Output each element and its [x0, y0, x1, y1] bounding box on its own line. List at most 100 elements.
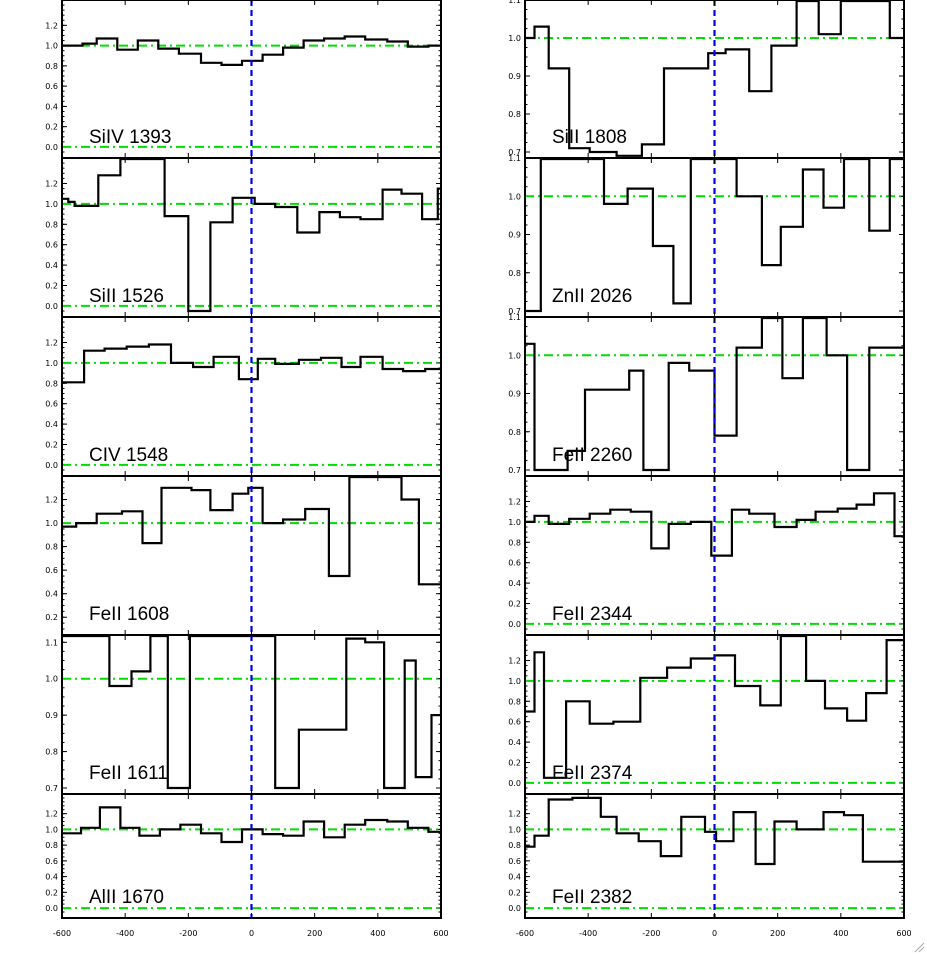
y-tick-label: 1.0 [45, 359, 58, 368]
y-tick-label: 0.7 [508, 466, 521, 475]
spectrum-line [62, 343, 441, 384]
y-tick-label: 0.4 [45, 102, 58, 111]
y-tick-label: 0.2 [508, 759, 521, 768]
x-tick-label: -600 [53, 929, 71, 938]
y-tick-label: 0.8 [45, 62, 58, 71]
x-tick-label: 200 [770, 929, 785, 938]
y-tick-label: 0.8 [508, 538, 521, 547]
y-tick-label: 0.9 [508, 390, 521, 399]
y-tick-label: 0.2 [45, 282, 58, 291]
y-tick-label: 0.4 [45, 590, 58, 599]
panel-siii-1808: 0.7 0.8 0.9 1.0 1.1 SiII 1808 [508, 0, 905, 159]
y-tick-label: 0.2 [45, 123, 58, 132]
y-tick-label: 0.6 [508, 559, 521, 568]
panel-siii-1526: 0.0 0.2 0.4 0.6 0.8 1.0 1.2 SiII 1526 [45, 157, 442, 318]
y-tick-label: 1.0 [45, 42, 58, 51]
ion-label: CIV 1548 [89, 445, 168, 466]
y-tick-label: 1.2 [45, 180, 58, 189]
y-tick-label: 0.8 [45, 220, 58, 229]
resize-grip-icon[interactable] [913, 941, 925, 953]
x-tick-label: -200 [179, 929, 197, 938]
y-tick-label: 0.0 [45, 143, 58, 152]
y-tick-label: 1.1 [508, 154, 521, 163]
y-tick-label: 0.7 [508, 148, 521, 157]
y-tick-label: 0.6 [45, 400, 58, 409]
y-tick-label: 0.4 [45, 873, 58, 882]
x-tick-label: 600 [896, 929, 911, 938]
y-tick-label: 1.0 [508, 351, 521, 360]
y-tick-label: 1.1 [45, 638, 58, 647]
panel-feii-2260: 0.7 0.8 0.9 1.0 1.1 FeII 2260 [508, 313, 905, 477]
x-tick-label: 400 [833, 929, 848, 938]
panel-feii-1611: 0.7 0.8 0.9 1.0 1.1 FeII 1611 [45, 634, 442, 795]
panel-feii-2382: 0.0 0.2 0.4 0.6 0.8 1.0 1.2 FeII 2382 [508, 793, 905, 919]
x-tick-label: -200 [642, 929, 660, 938]
x-tick-label: 0 [249, 929, 254, 938]
ion-label: FeII 2344 [552, 604, 633, 625]
x-tick-label: -400 [116, 929, 134, 938]
ion-label: FeII 1608 [89, 604, 169, 625]
y-tick-label: 0.2 [45, 888, 58, 897]
ion-label: ZnII 2026 [552, 286, 632, 307]
panel-feii-1608: 0.2 0.4 0.6 0.8 1.0 1.2 FeII 1608 [45, 475, 442, 636]
spectrum-line [62, 635, 441, 790]
y-tick-label: 0.7 [508, 307, 521, 316]
ion-label: FeII 2382 [552, 887, 632, 908]
y-tick-label: 1.2 [508, 498, 521, 507]
panel-feii-2374: 0.0 0.2 0.4 0.6 0.8 1.0 1.2 FeII 2374 [508, 634, 905, 795]
y-tick-label: 0.6 [45, 82, 58, 91]
spectrum-line [62, 158, 441, 313]
y-tick-label: 0.8 [45, 543, 58, 552]
y-tick-label: 1.2 [45, 496, 58, 505]
y-tick-label: 0.0 [45, 461, 58, 470]
panel-znii-2026: 0.7 0.8 0.9 1.0 1.1 ZnII 2026 [508, 154, 905, 318]
y-tick-label: 1.2 [45, 339, 58, 348]
y-tick-label: 1.0 [508, 192, 521, 201]
y-tick-label: 0.4 [508, 738, 521, 747]
x-tick-label: 400 [370, 929, 385, 938]
y-tick-label: 0.8 [508, 110, 521, 119]
y-tick-label: 0.4 [508, 873, 521, 882]
y-tick-label: 1.2 [508, 657, 521, 666]
panel-civ-1548: 0.0 0.2 0.4 0.6 0.8 1.0 1.2 CIV 1548 [45, 316, 442, 477]
column-2: 0.7 0.8 0.9 1.0 1.1 SiII 1808 0.7 0.8 0.9 1.0 1.1 Z… [508, 0, 912, 938]
x-tick-label: 600 [433, 929, 448, 938]
y-tick-label: 0.8 [508, 269, 521, 278]
ion-label: SiII 1808 [552, 127, 627, 148]
x-tick-label: -400 [579, 929, 597, 938]
y-tick-label: 0.6 [45, 566, 58, 575]
ion-label: FeII 2260 [552, 445, 632, 466]
ion-label: AlII 1670 [89, 887, 164, 908]
y-tick-label: 0.0 [508, 904, 521, 913]
y-tick-label: 0.6 [508, 857, 521, 866]
spectrum-line [525, 0, 904, 157]
ion-label: SiIV 1393 [89, 127, 171, 148]
y-tick-label: 1.0 [508, 34, 521, 43]
y-tick-label: 0.4 [508, 579, 521, 588]
y-tick-label: 0.2 [45, 613, 58, 622]
y-tick-label: 0.7 [45, 784, 58, 793]
ion-label: FeII 1611 [89, 763, 168, 784]
y-tick-label: 0.9 [508, 72, 521, 81]
y-tick-label: 0.6 [45, 857, 58, 866]
y-tick-label: 0.8 [508, 697, 521, 706]
y-tick-label: 0.8 [45, 379, 58, 388]
y-tick-label: 0.0 [508, 779, 521, 788]
x-tick-label: 200 [307, 929, 322, 938]
y-tick-label: 0.2 [508, 888, 521, 897]
y-tick-label: 1.0 [508, 825, 521, 834]
y-tick-label: 0.4 [45, 420, 58, 429]
panel-alii-1670: 0.0 0.2 0.4 0.6 0.8 1.0 1.2 AlII 1670 [45, 793, 442, 919]
ion-label: FeII 2374 [552, 763, 633, 784]
y-tick-label: 1.0 [45, 519, 58, 528]
x-tick-label: 0 [712, 929, 717, 938]
y-tick-label: 0.0 [508, 620, 521, 629]
y-tick-label: 0.6 [45, 241, 58, 250]
y-tick-label: 1.0 [508, 518, 521, 527]
y-tick-label: 0.4 [45, 261, 58, 270]
spectrum-line [525, 796, 904, 866]
y-tick-label: 1.0 [508, 677, 521, 686]
panel-feii-2344: 0.0 0.2 0.4 0.6 0.8 1.0 1.2 FeII 2344 [508, 475, 905, 636]
